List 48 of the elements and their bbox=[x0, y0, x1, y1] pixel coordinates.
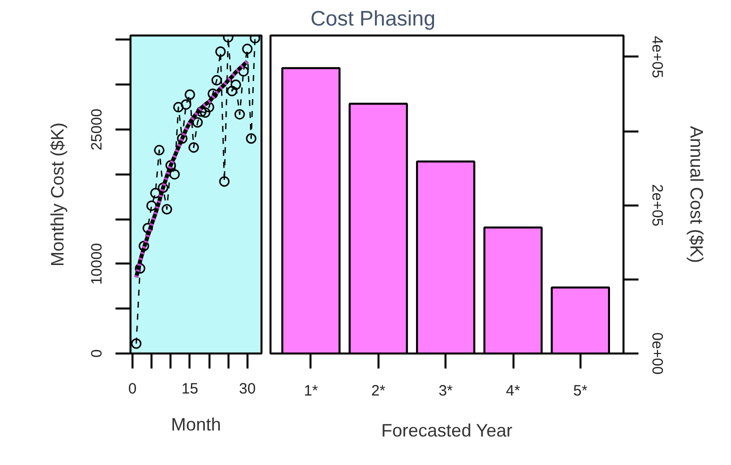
y-axis-title: Monthly Cost ($K) bbox=[48, 122, 68, 267]
point bbox=[250, 36, 260, 44]
point bbox=[234, 109, 245, 120]
point bbox=[176, 133, 188, 144]
point bbox=[230, 80, 242, 90]
x-tick-label: 4* bbox=[506, 382, 520, 400]
point bbox=[200, 107, 210, 118]
point bbox=[226, 86, 238, 96]
point bbox=[165, 160, 176, 171]
x-tick-label: 3* bbox=[438, 382, 453, 400]
x-tick-label: 15 bbox=[182, 380, 198, 398]
x-tick-label: 2* bbox=[371, 382, 386, 400]
x-axis-title: Month bbox=[170, 414, 222, 434]
y2-tick-label: 4e+05 bbox=[648, 36, 666, 78]
point bbox=[211, 75, 222, 86]
point bbox=[173, 102, 184, 112]
y-tick-label: 10000 bbox=[88, 243, 106, 285]
y2-tick-label: 2e+05 bbox=[648, 184, 666, 226]
point bbox=[184, 89, 196, 100]
x-tick-label: 1* bbox=[304, 382, 318, 400]
x-axis-title: Forecasted Year bbox=[381, 420, 512, 440]
point bbox=[154, 144, 164, 156]
point bbox=[158, 182, 168, 194]
y-tick-label: 25000 bbox=[88, 108, 106, 150]
point bbox=[246, 133, 256, 144]
point bbox=[215, 46, 226, 57]
y-tick-label: 0 bbox=[88, 349, 106, 358]
point bbox=[188, 142, 199, 153]
x-tick-label: 30 bbox=[238, 380, 256, 398]
point bbox=[180, 99, 192, 110]
point bbox=[192, 117, 203, 128]
point bbox=[142, 222, 153, 234]
y2-tick-label: 0e+00 bbox=[648, 332, 666, 375]
point bbox=[138, 240, 150, 252]
point bbox=[238, 66, 249, 77]
point bbox=[169, 169, 180, 180]
point bbox=[150, 188, 161, 198]
point bbox=[130, 338, 142, 349]
chart-title: Cost Phasing bbox=[310, 8, 436, 30]
point bbox=[134, 263, 146, 274]
point bbox=[242, 44, 253, 54]
point bbox=[146, 200, 157, 211]
point bbox=[162, 204, 172, 215]
x-tick-label: 5* bbox=[573, 382, 588, 400]
y2-axis-title: Annual Cost ($K) bbox=[686, 126, 706, 264]
point bbox=[219, 176, 230, 187]
point bbox=[208, 88, 218, 99]
x-tick-label: 0 bbox=[128, 380, 137, 398]
